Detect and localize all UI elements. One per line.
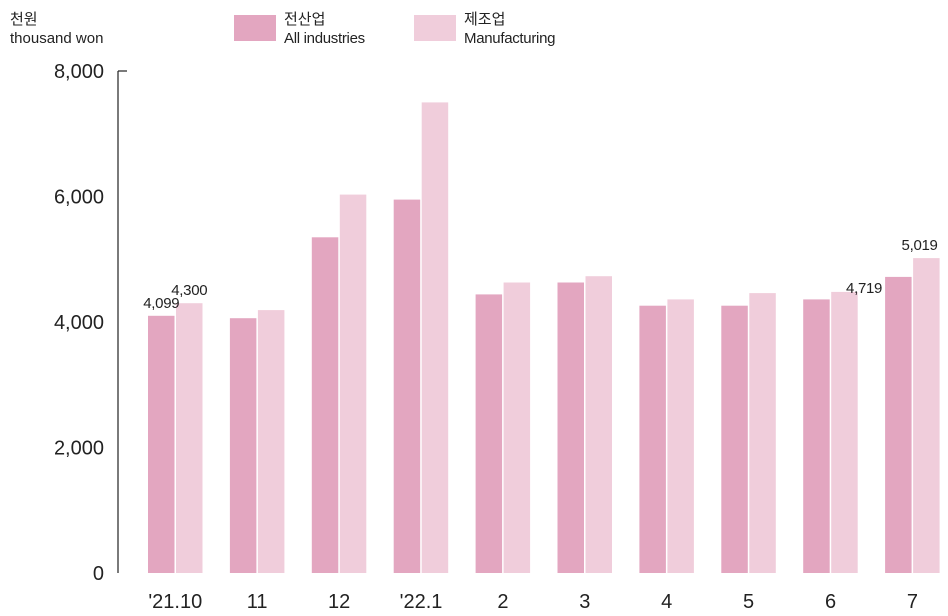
unit-label-korean: 천원: [10, 11, 38, 28]
legend-label-english: All industries: [284, 30, 365, 47]
data-label: 4,719: [846, 280, 882, 297]
x-tick-label: 4: [661, 591, 672, 613]
data-label: 4,099: [143, 295, 179, 312]
bar-manufacturing: [176, 303, 203, 573]
bar-manufacturing: [339, 194, 367, 573]
bar-manufacturing: [585, 276, 612, 573]
y-tick-labels: 0 2,000 4,000 6,000 8,000: [54, 61, 104, 585]
bar-all-industries: [557, 282, 584, 573]
bar-manufacturing: [831, 291, 858, 573]
y-tick-label: 6,000: [54, 187, 104, 209]
y-tick-label: 0: [93, 563, 104, 585]
x-tick-label: 5: [743, 591, 754, 613]
bar-manufacturing: [749, 293, 776, 573]
bar-all-industries: [721, 305, 748, 573]
legend-label-english: Manufacturing: [464, 30, 556, 47]
x-tick-label: '22.1: [400, 591, 443, 613]
legend-label-korean: 제조업: [464, 11, 506, 28]
bar-all-industries: [229, 318, 257, 573]
data-label: 5,019: [902, 237, 938, 254]
bars-group: [148, 102, 940, 574]
bar-all-industries: [475, 294, 503, 573]
y-tick-label: 8,000: [54, 61, 104, 83]
x-tick-labels: '21.10 11 12 '22.1 2 3 4 5 6 7: [148, 591, 918, 613]
bar-all-industries: [393, 199, 421, 573]
legend-label-korean: 전산업: [284, 11, 326, 28]
bar-all-industries: [148, 315, 175, 573]
bar-manufacturing: [257, 310, 285, 573]
y-tick-label: 4,000: [54, 312, 104, 334]
x-tick-label: 7: [907, 591, 918, 613]
bar-all-industries: [803, 299, 830, 573]
legend-swatch-manufacturing: [414, 15, 456, 41]
y-tick-label: 2,000: [54, 438, 104, 460]
bar-all-industries: [311, 237, 339, 574]
x-tick-label: 3: [579, 591, 590, 613]
x-tick-label: 2: [497, 591, 508, 613]
x-tick-label: 12: [328, 591, 350, 613]
x-tick-label: 11: [247, 591, 268, 613]
x-tick-label: '21.10: [148, 591, 202, 613]
bar-manufacturing: [503, 282, 531, 573]
legend-swatch-all-industries: [234, 15, 276, 41]
bar-manufacturing: [913, 258, 940, 573]
bar-manufacturing: [421, 102, 449, 574]
bar-manufacturing: [667, 299, 694, 573]
unit-label-english: thousand won: [10, 30, 104, 47]
x-tick-label: 6: [825, 591, 836, 613]
bar-all-industries: [885, 276, 912, 573]
data-label: 4,300: [171, 282, 207, 299]
bar-all-industries: [639, 305, 666, 573]
